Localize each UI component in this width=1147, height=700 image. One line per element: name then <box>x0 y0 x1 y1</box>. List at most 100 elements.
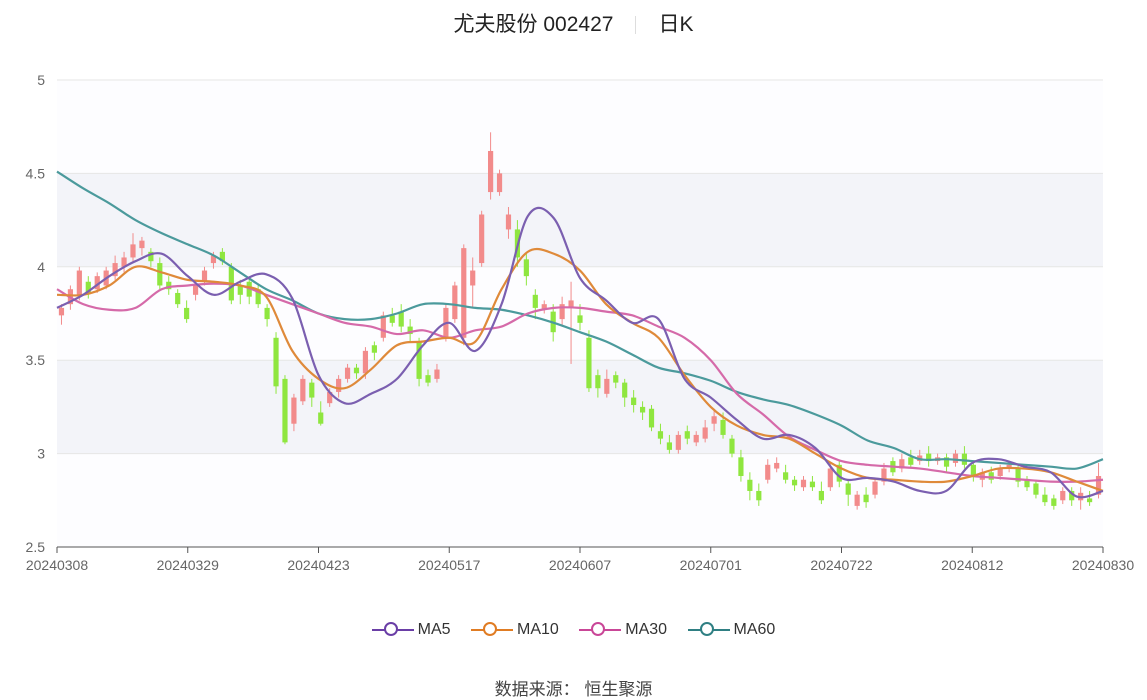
candle-69 <box>675 431 681 454</box>
candle-45 <box>461 244 467 346</box>
candle-67 <box>657 423 664 445</box>
candle-11 <box>157 257 163 290</box>
candle-27 <box>300 375 306 406</box>
x-tick-label-8: 20240830 <box>1072 557 1135 573</box>
candle-body-70 <box>684 431 690 439</box>
candle-body-54 <box>541 304 547 310</box>
candle-body-111 <box>1051 498 1057 506</box>
candle-body-36 <box>380 315 386 338</box>
candle-body-107 <box>1015 468 1021 482</box>
legend-item-ma30[interactable]: MA30 <box>579 620 667 640</box>
candle-53 <box>532 289 538 320</box>
y-tick-label-3: 4 <box>37 259 45 275</box>
candle-87 <box>836 461 842 488</box>
candle-13 <box>175 289 181 308</box>
candle-body-4 <box>94 276 100 290</box>
candle-body-47 <box>479 214 485 264</box>
candle-body-32 <box>344 367 351 379</box>
candle-52 <box>523 251 529 286</box>
candle-62 <box>613 371 619 389</box>
candle-76 <box>738 449 744 482</box>
x-tick-label-6: 20240722 <box>810 557 873 573</box>
candle-6 <box>112 255 118 280</box>
candle-body-81 <box>783 472 789 480</box>
candle-body-75 <box>729 438 735 454</box>
candle-body-79 <box>765 464 771 480</box>
candle-39 <box>407 319 413 342</box>
legend-ma30-marker <box>579 620 622 640</box>
candle-29 <box>318 401 324 426</box>
axes: 2.5 3 3.5 4 4.5 5 20240308 20240329 20240423 2024… <box>26 72 1135 573</box>
period-label: 日K <box>658 13 694 36</box>
candle-37 <box>389 307 395 327</box>
candle-body-72 <box>702 427 708 439</box>
candle-body-7 <box>121 257 127 267</box>
x-tick-label-4: 20240607 <box>549 557 612 573</box>
candle-0 <box>58 304 65 325</box>
candle-108 <box>1024 476 1030 491</box>
candle-body-94 <box>899 459 905 469</box>
candle-body-88 <box>845 483 851 495</box>
candle-25 <box>282 375 288 445</box>
y-tick-label-1: 3 <box>37 446 45 462</box>
candle-body-31 <box>336 378 342 392</box>
candle-body-42 <box>434 369 440 379</box>
candle-88 <box>845 479 851 506</box>
candle-99 <box>943 453 950 473</box>
candle-body-102 <box>970 464 976 477</box>
candle-body-74 <box>720 419 726 435</box>
candle-body-37 <box>389 315 395 323</box>
candle-body-25 <box>282 378 288 443</box>
candle-body-116 <box>1095 476 1102 495</box>
candle-body-28 <box>309 382 315 398</box>
candle-47 <box>479 210 485 267</box>
candle-body-24 <box>273 337 279 387</box>
legend-item-ma5[interactable]: MA5 <box>371 620 451 640</box>
candle-57 <box>568 281 574 364</box>
candle-body-6 <box>112 263 118 277</box>
x-tick-label-7: 20240812 <box>941 557 1004 573</box>
candle-101 <box>961 446 968 469</box>
candle-body-40 <box>416 341 422 379</box>
candle-73 <box>711 408 717 432</box>
candle-body-14 <box>184 307 190 320</box>
candle-66 <box>648 405 655 432</box>
candle-20 <box>237 279 243 305</box>
candle-body-83 <box>800 479 807 488</box>
candle-42 <box>434 363 440 383</box>
candle-body-62 <box>613 375 619 383</box>
candle-body-113 <box>1069 490 1075 501</box>
candle-body-58 <box>577 315 583 323</box>
chart-title: 尤夫股份 002427 日K <box>0 8 1147 38</box>
candle-85 <box>818 481 824 505</box>
candle-54 <box>541 300 547 314</box>
candle-body-105 <box>997 468 1003 477</box>
y-tick-label-0: 2.5 <box>26 539 46 555</box>
band-0 <box>57 360 1103 454</box>
candle-body-16 <box>201 270 208 282</box>
candle-81 <box>783 464 789 484</box>
legend: MA5 MA10 MA30 MA60 <box>0 620 1147 645</box>
legend-item-ma60[interactable]: MA60 <box>687 620 776 640</box>
ma60-line <box>56 170 1104 470</box>
candle-body-12 <box>166 281 172 290</box>
y-tick-label-2: 3.5 <box>26 352 46 368</box>
candle-body-71 <box>693 434 699 443</box>
candle-body-92 <box>881 468 887 482</box>
candle-83 <box>800 476 807 491</box>
legend-item-ma10[interactable]: MA10 <box>471 620 559 640</box>
candle-body-112 <box>1060 490 1066 501</box>
candle-109 <box>1033 479 1039 499</box>
band-1 <box>57 173 1103 267</box>
candle-61 <box>604 369 610 398</box>
candle-body-22 <box>255 289 261 305</box>
moving-average-lines <box>56 170 1104 499</box>
x-tick-label-2: 20240423 <box>287 557 350 573</box>
candle-59 <box>586 330 592 392</box>
candle-97 <box>926 446 932 467</box>
legend-ma60-label: MA60 <box>733 621 776 638</box>
candle-82 <box>791 476 798 491</box>
ma10-line <box>56 247 1104 492</box>
candle-91 <box>872 479 878 499</box>
candle-body-78 <box>756 490 762 501</box>
